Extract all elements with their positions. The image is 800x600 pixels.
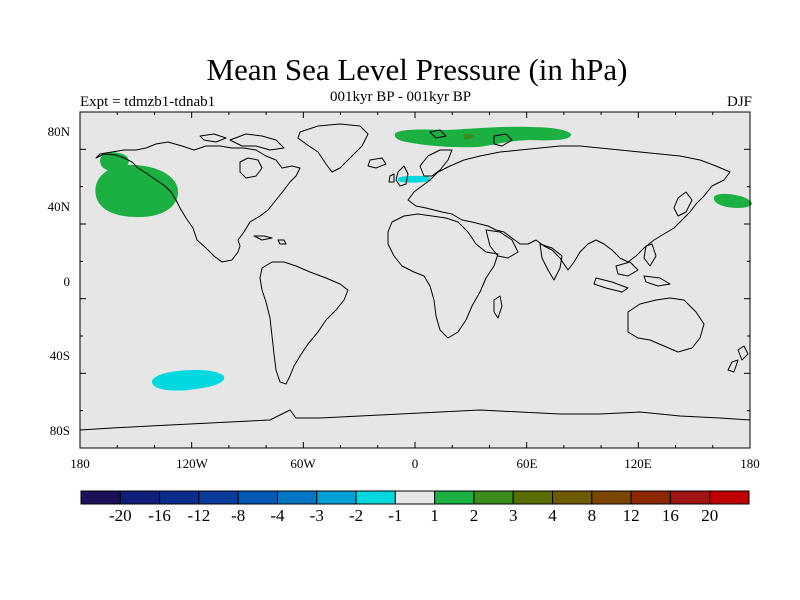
colorbar-label: -12 [187, 506, 211, 525]
colorbar-label: 3 [508, 506, 518, 525]
coast-arabia [485, 229, 519, 259]
map-subtitle: 001kyr BP - 001kyr BP [330, 89, 472, 105]
colorbar-swatch [552, 490, 593, 505]
anomaly-north-pacific-high [95, 164, 179, 218]
coast-british-isles [388, 165, 409, 187]
colorbar-swatch [473, 490, 514, 505]
lat-label-40s: 40S [49, 348, 70, 363]
coast-australia [627, 297, 705, 353]
colorbar-label: -16 [148, 506, 171, 525]
colorbar-swatch [630, 490, 671, 505]
coast-scandinavia [419, 149, 453, 177]
map-area [79, 111, 752, 449]
experiment-label: Expt = tdmzb1-tdnab1 [80, 94, 216, 110]
coast-caribbean [253, 235, 287, 245]
colorbar-swatch [237, 490, 278, 505]
coast-arctic-islands [199, 133, 285, 151]
colorbar-swatch [80, 490, 121, 505]
lon-label-180w: 180 [70, 456, 90, 471]
colorbar-label: 4 [548, 506, 557, 525]
colorbar-label: 2 [469, 506, 479, 525]
lat-label-80s: 80S [49, 423, 70, 438]
colorbar-swatch [434, 490, 475, 505]
colorbar-label: -20 [108, 506, 132, 525]
coast-svalbard [429, 129, 513, 147]
colorbar-label: 16 [661, 506, 679, 525]
lat-label-40n: 40N [47, 199, 70, 214]
colorbar-label: 1 [430, 506, 439, 525]
colorbar-swatch [276, 490, 318, 505]
map-title: Mean Sea Level Pressure (in hPa) [206, 52, 628, 87]
colorbar-swatch [119, 490, 161, 505]
coast-north-america [95, 141, 301, 263]
lat-label-0: 0 [63, 274, 71, 289]
colorbar-swatch [394, 490, 436, 505]
anomaly-arctic-ocean-max [463, 133, 474, 140]
anomaly-south-pacific-low [151, 370, 225, 391]
coast-india [539, 243, 563, 281]
coast-japan [673, 191, 693, 217]
coast-greenland [297, 123, 369, 173]
colorbar [80, 490, 750, 505]
colorbar-label: 8 [587, 506, 597, 525]
coastline-layer [79, 123, 751, 431]
colorbar-swatch [355, 490, 396, 505]
colorbar-label: -4 [270, 506, 285, 525]
coast-africa [387, 213, 499, 339]
colorbar-label: 12 [622, 506, 640, 525]
season-label: DJF [726, 94, 752, 110]
lon-label-120e: 120E [624, 456, 652, 471]
lon-label-60w: 60W [290, 456, 316, 471]
colorbar-swatch [709, 490, 750, 505]
colorbar-label: -2 [348, 506, 364, 525]
coast-antarctica [79, 409, 751, 431]
coast-eurasia [407, 145, 731, 271]
coast-madagascar [493, 295, 503, 319]
coast-indonesia [593, 261, 671, 293]
colorbar-swatch [159, 490, 200, 505]
coast-philippines [643, 243, 657, 267]
anomaly-siberia-arctic-high [394, 126, 572, 148]
coast-iceland [367, 157, 387, 169]
colorbar-swatch [591, 490, 632, 505]
colorbar-swatch [316, 490, 357, 505]
lon-label-0: 0 [411, 456, 419, 471]
colorbar-label: -1 [388, 506, 403, 525]
colorbar-label: -8 [231, 506, 246, 525]
colorbar-label: -3 [309, 506, 324, 525]
colorbar-swatch [512, 490, 554, 505]
coast-hudson-bay [239, 157, 263, 179]
lon-label-180e: 180 [740, 456, 760, 471]
colorbar-swatch [198, 490, 239, 505]
colorbar-label: 20 [701, 506, 719, 525]
map-background [80, 112, 750, 448]
coast-new-zealand [727, 345, 749, 373]
anomaly-northwest-pacific-high [713, 193, 752, 208]
coast-south-america [259, 261, 349, 385]
colorbar-swatch [669, 490, 711, 505]
lat-label-80n: 80N [47, 124, 70, 139]
lon-label-60e: 60E [516, 456, 538, 471]
axis-ticks [79, 111, 751, 449]
lon-label-120w: 120W [176, 456, 208, 471]
anomaly-north-sea-low [398, 175, 430, 183]
